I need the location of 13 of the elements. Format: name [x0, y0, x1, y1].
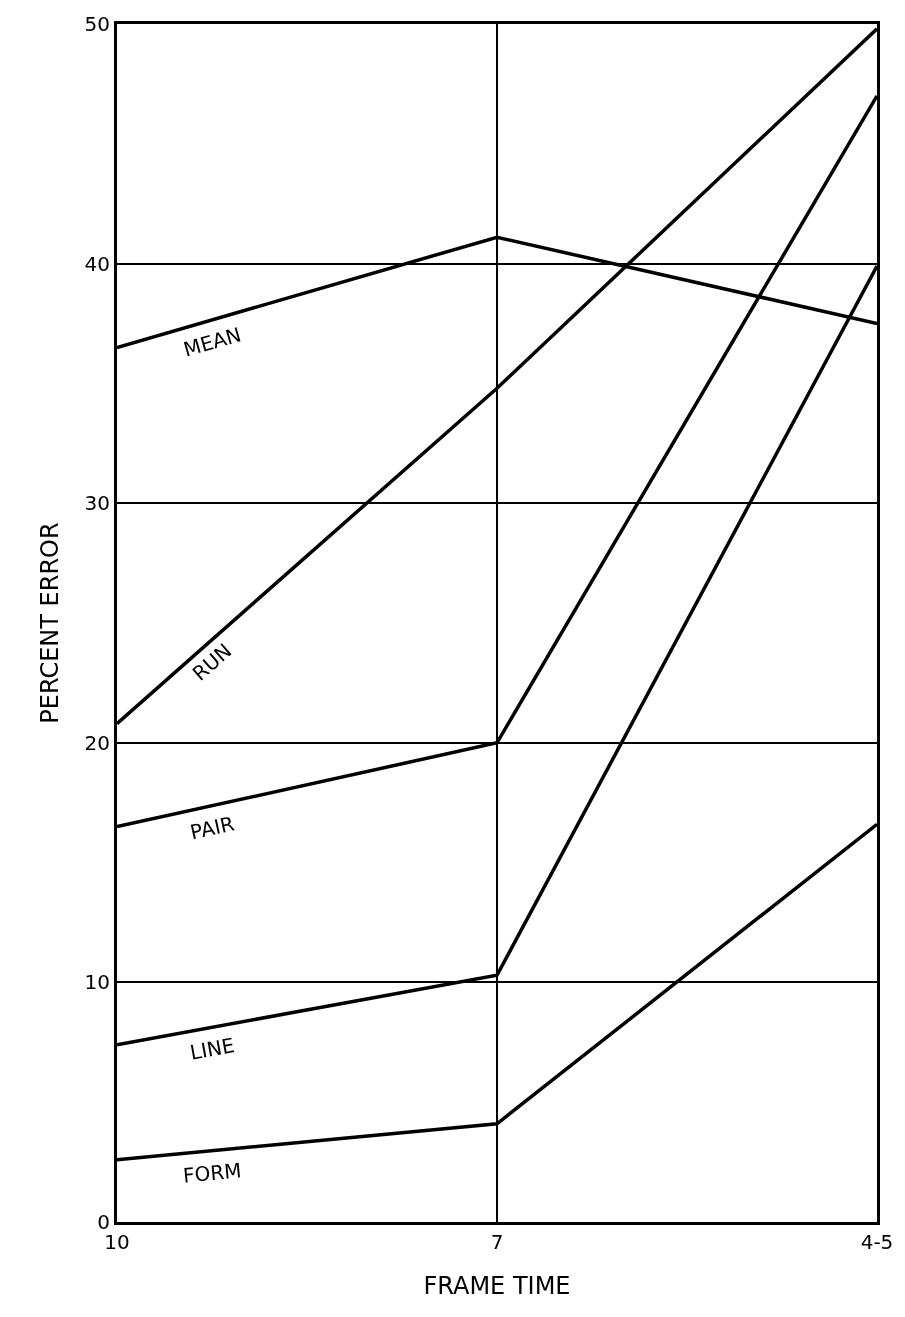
y-tick-label: 10 — [84, 970, 110, 995]
y-tick-label: 30 — [84, 491, 110, 516]
text: PAIR — [188, 811, 237, 845]
x-axis-title: FRAME TIME — [423, 1272, 571, 1301]
x-tick-label: 4-5 — [860, 1230, 894, 1254]
x-tick-label: 7 — [490, 1230, 504, 1254]
y-tick-label: 40 — [84, 251, 110, 276]
text: MEAN — [180, 322, 244, 362]
y-axis-title: PERCENT ERROR — [35, 522, 64, 724]
y-tick-label: 20 — [84, 730, 110, 755]
text: LINE — [188, 1033, 237, 1065]
y-tick-label: 50 — [84, 12, 110, 36]
text: FORM — [182, 1158, 243, 1188]
